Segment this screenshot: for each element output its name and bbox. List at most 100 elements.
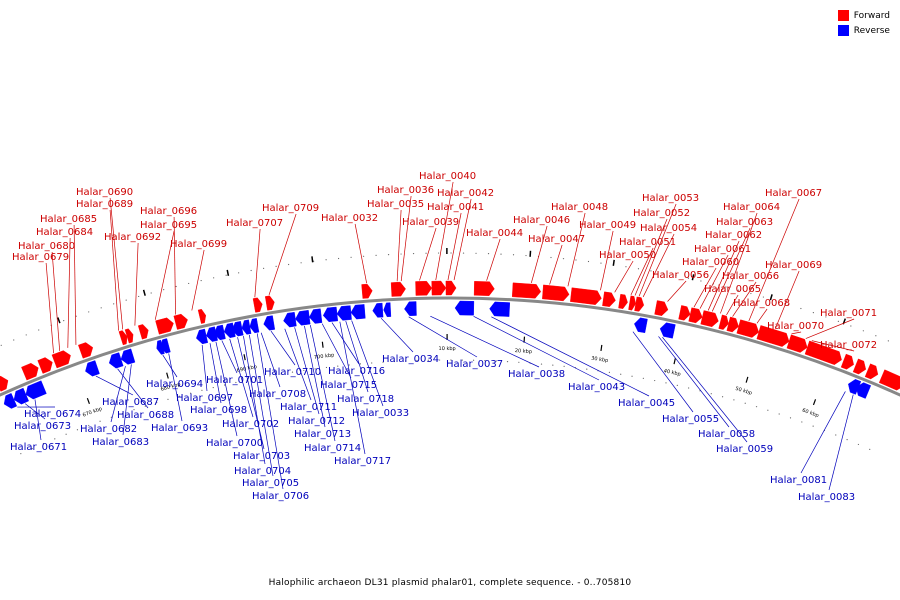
gene-label: Halar_0694 <box>146 379 203 390</box>
gene-label: Halar_0684 <box>36 227 93 238</box>
leader-line <box>45 262 54 354</box>
gene-label: Halar_0043 <box>568 382 625 393</box>
ruler-dot <box>156 402 158 404</box>
forward-gene-arrow <box>602 291 616 307</box>
gene-label: Halar_0033 <box>352 408 409 419</box>
gene-label: Halar_0048 <box>551 202 608 213</box>
leader-line <box>110 366 126 423</box>
leader-line <box>117 368 149 409</box>
forward-gene-arrow <box>618 293 628 309</box>
forward-gene-arrow <box>37 357 53 374</box>
leader-line <box>229 338 254 418</box>
ruler-dot <box>800 307 802 310</box>
ruler-dot <box>586 368 588 370</box>
ruler-dot <box>812 312 814 314</box>
leader-line <box>707 240 740 311</box>
ruler-dot <box>257 377 260 379</box>
ruler-dot <box>587 260 590 263</box>
tick-label: 20 kbp <box>515 348 533 355</box>
leader-line <box>630 247 654 295</box>
reverse-gene-arrow <box>634 317 648 334</box>
gene-label: Halar_0703 <box>233 451 290 462</box>
ruler-dot <box>163 289 165 291</box>
forward-gene-arrow <box>654 300 669 316</box>
leader-line <box>268 213 297 295</box>
ruler-dot <box>300 262 302 264</box>
forward-gene-arrow <box>542 284 570 302</box>
gene-label: Halar_0692 <box>104 232 161 243</box>
tick-label: 690 kbp <box>236 364 257 374</box>
tick-label: 40 kbp <box>663 368 681 378</box>
leader-line <box>699 254 729 309</box>
ruler-dot <box>371 362 373 364</box>
leader-line <box>805 318 855 339</box>
gene-label: Halar_0047 <box>528 234 585 245</box>
ruler-dot <box>150 292 152 294</box>
ruler-dot <box>562 258 565 260</box>
leader-line <box>109 197 124 330</box>
ruler-dot <box>269 375 271 377</box>
leader-line <box>122 364 132 436</box>
gene-label: Halar_0064 <box>723 202 780 213</box>
ruler-dot <box>550 256 552 259</box>
gene-label: Halar_0042 <box>437 188 494 199</box>
leader-line <box>567 212 586 287</box>
leader-line <box>221 340 238 374</box>
ruler-dot <box>506 361 509 363</box>
ruler-dot <box>20 453 22 455</box>
leader-line <box>260 332 281 388</box>
tick-label: 50 kbp <box>735 386 753 397</box>
gene-label: Halar_0701 <box>206 375 263 386</box>
reverse-gene-arrow <box>120 348 136 365</box>
reverse-gene-arrow <box>336 305 352 321</box>
gene-label: Halar_0682 <box>80 424 137 435</box>
map-caption: Halophilic archaeon DL31 plasmid phalar0… <box>268 578 632 588</box>
ruler-dot <box>144 405 146 407</box>
ruler-dot <box>875 335 877 337</box>
leader-line <box>168 353 183 422</box>
gene-label: Halar_0038 <box>508 369 565 380</box>
ruler-dot <box>600 262 602 264</box>
leader-line <box>243 335 266 465</box>
ruler-dot <box>25 334 27 336</box>
tick-mark <box>243 354 246 361</box>
gene-label: Halar_0040 <box>419 171 476 182</box>
leader-line <box>109 209 119 331</box>
ruler-dot <box>65 433 67 435</box>
ruler-dot <box>540 363 543 365</box>
leader-line <box>201 344 208 392</box>
ruler-mark <box>612 259 615 266</box>
gene-label: Halar_0706 <box>252 491 309 502</box>
gene-label: Halar_0071 <box>820 308 877 319</box>
ruler-dot <box>650 270 652 272</box>
gene-label: Halar_0063 <box>716 217 773 228</box>
ruler-dot <box>288 263 290 266</box>
gene-label: Halar_0061 <box>694 244 751 255</box>
ruler-dot <box>575 259 577 261</box>
gene-label: Halar_0679 <box>12 252 69 263</box>
ruler-dot <box>778 413 780 415</box>
gene-label: Halar_0685 <box>40 214 97 225</box>
forward-gene-arrow <box>415 280 433 296</box>
reverse-gene-arrow <box>263 315 276 331</box>
gene-label: Halar_0058 <box>698 429 755 440</box>
ruler-dot <box>450 252 452 254</box>
gene-label: Halar_0065 <box>704 284 761 295</box>
gene-label: Halar_0049 <box>579 220 636 231</box>
forward-gene-arrow <box>628 295 636 311</box>
forward-gene-arrow <box>173 313 188 330</box>
gene-label: Halar_0673 <box>14 421 71 432</box>
ruler-dot <box>687 277 690 279</box>
gene-label: Halar_0689 <box>76 199 133 210</box>
reverse-gene-arrow <box>383 302 392 318</box>
ruler-dot <box>608 371 611 374</box>
backbone-arc <box>0 296 900 397</box>
forward-gene-arrow <box>431 280 447 296</box>
gene-label: Halar_0717 <box>334 456 391 467</box>
leader-line <box>354 223 367 284</box>
ruler-dot <box>348 364 350 366</box>
ruler-dot <box>787 303 789 306</box>
leader-line <box>304 325 326 428</box>
forward-gene-arrow <box>756 325 790 347</box>
leader-line <box>447 212 462 281</box>
